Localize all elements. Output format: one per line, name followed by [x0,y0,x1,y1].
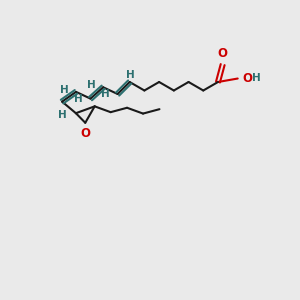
Text: H: H [101,89,110,99]
Text: O: O [243,72,253,85]
Text: O: O [80,127,90,140]
Text: H: H [60,85,69,95]
Text: O: O [218,46,228,60]
Text: H: H [74,94,82,103]
Text: H: H [126,70,135,80]
Text: H: H [87,80,96,90]
Text: H: H [58,110,67,120]
Text: H: H [252,73,260,82]
